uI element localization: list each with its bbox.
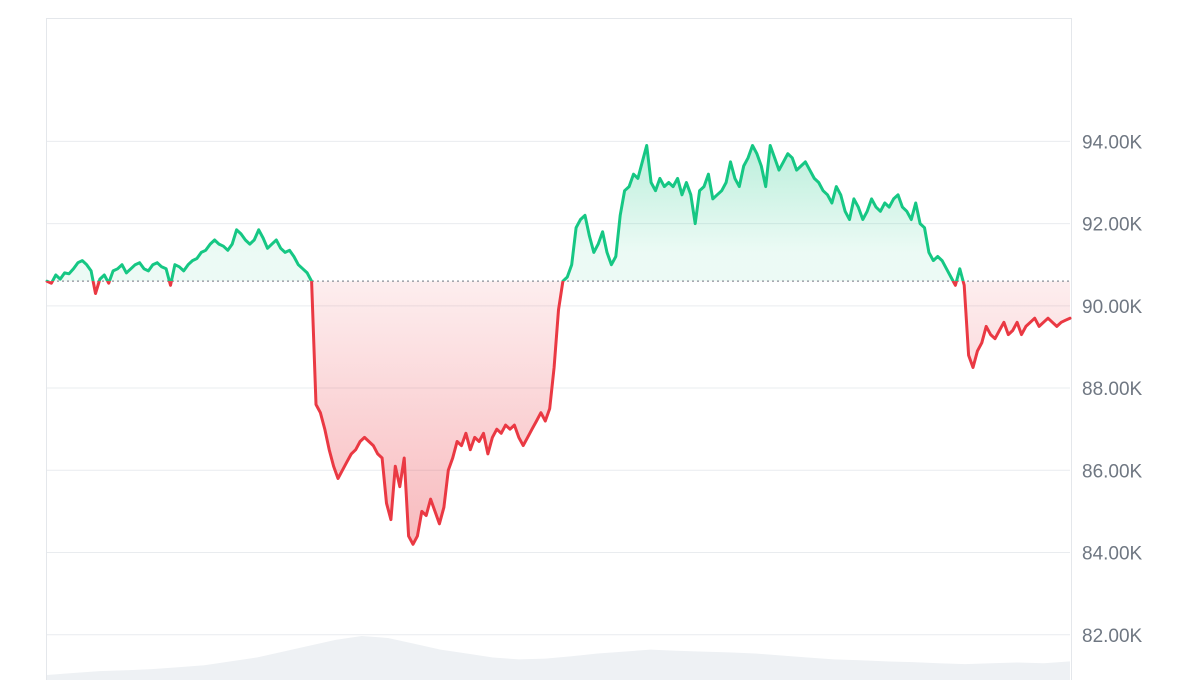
area-above-baseline [52,145,964,282]
y-tick-label: 94.00K [1082,132,1143,153]
volume-area [47,636,1070,680]
price-line-above-baseline [45,144,965,282]
y-tick-label: 88.00K [1082,379,1143,400]
y-tick-label: 82.00K [1082,626,1143,647]
y-tick-label: 92.00K [1082,215,1143,236]
y-tick-label: 86.00K [1082,461,1143,482]
y-tick-label: 90.00K [1082,297,1143,318]
price-line-below-baseline [45,281,1072,546]
y-tick-label: 84.00K [1082,544,1143,565]
area-below-baseline [47,281,1070,545]
y-axis-ticks: 82.00K 84.00K 86.00K 88.00K 90.00K 92.00K 94.0… [1082,132,1143,646]
